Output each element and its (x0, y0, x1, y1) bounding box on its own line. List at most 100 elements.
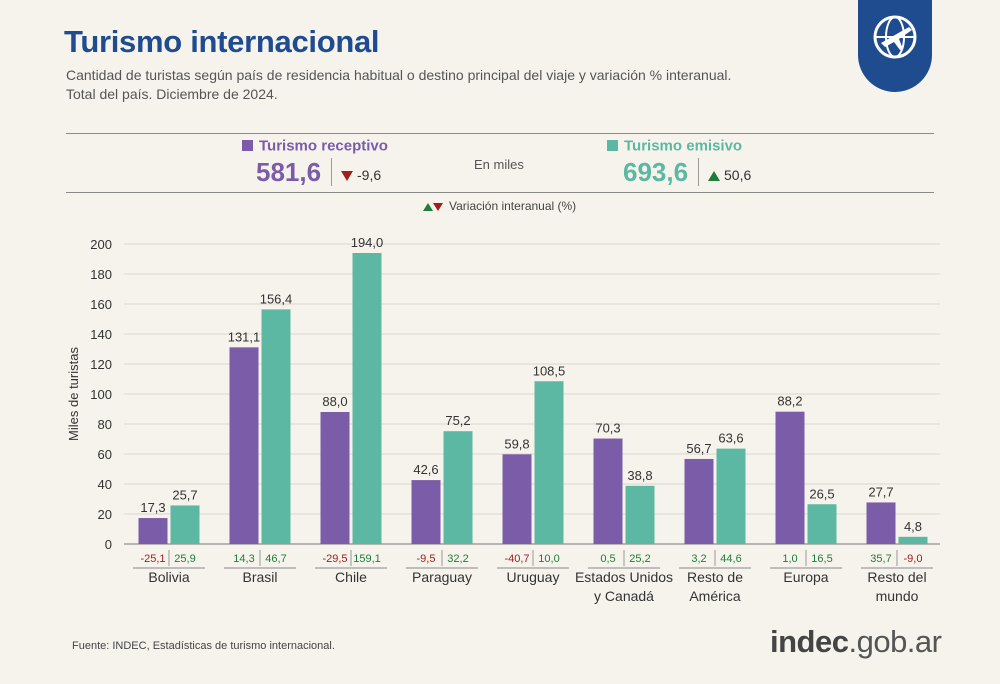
data-label: 88,2 (777, 394, 802, 409)
variation-label: 3,2 (691, 553, 706, 565)
bar (229, 347, 259, 544)
y-tick-label: 200 (90, 237, 112, 252)
variation-legend: Variación interanual (%) (423, 199, 576, 213)
source-note: Fuente: INDEC, Estadísticas de turismo i… (72, 640, 335, 652)
variation-label: -25,1 (140, 553, 165, 565)
logo-prefix: indec (770, 624, 849, 659)
y-tick-label: 100 (90, 387, 112, 402)
variation-label: -29,5 (322, 553, 347, 565)
y-tick-label: 120 (90, 357, 112, 372)
y-tick-label: 180 (90, 267, 112, 282)
subtitle-line-2: Total del país. Diciembre de 2024. (66, 86, 278, 102)
variation-label: -9,5 (417, 553, 436, 565)
unit-note: En miles (474, 157, 524, 172)
receptivo-separator (331, 158, 332, 186)
data-label: 38,8 (627, 468, 652, 483)
category-label: Uruguay (507, 569, 560, 585)
variation-label: 25,9 (174, 553, 195, 565)
bar (898, 536, 928, 544)
variation-label: 32,2 (447, 553, 468, 565)
variation-label: 35,7 (870, 553, 891, 565)
data-label: 59,8 (504, 436, 529, 451)
bar (716, 448, 746, 544)
y-tick-label: 0 (105, 537, 112, 552)
emisivo-variation-value: 50,6 (724, 167, 752, 183)
data-label: 108,5 (533, 363, 566, 378)
bar (625, 485, 655, 544)
receptivo-swatch (242, 140, 253, 152)
data-label: 88,0 (322, 394, 347, 409)
y-axis-label: Miles de turistas (66, 347, 81, 441)
page-title: Turismo internacional (64, 24, 380, 59)
variation-label: 10,0 (538, 553, 559, 565)
data-label: 42,6 (413, 462, 438, 477)
y-tick-label: 60 (98, 447, 112, 462)
down-triangle-icon (341, 171, 353, 182)
category-label: y Canadá (594, 588, 654, 604)
data-label: 26,5 (809, 486, 834, 501)
bar (352, 253, 382, 544)
category-label: Chile (335, 569, 367, 585)
variation-label: 16,5 (811, 553, 832, 565)
category-label: Resto de (687, 569, 743, 585)
data-label: 194,0 (351, 235, 384, 250)
bar (443, 431, 473, 544)
logo-suffix: .gob.ar (848, 624, 942, 659)
variation-label: 0,5 (600, 553, 615, 565)
y-tick-label: 140 (90, 327, 112, 342)
variation-label: -40,7 (504, 553, 529, 565)
data-label: 25,7 (172, 487, 197, 502)
bar (320, 412, 350, 544)
data-label: 70,3 (595, 421, 620, 436)
category-label: Europa (783, 569, 828, 585)
emisivo-separator (698, 158, 699, 186)
down-triangle-icon (433, 202, 443, 211)
data-label: 63,6 (718, 431, 743, 446)
globe-airplane-icon (858, 0, 932, 92)
bar (534, 381, 564, 544)
variation-label: 46,7 (265, 553, 286, 565)
divider-top (66, 133, 934, 134)
bar (866, 502, 896, 544)
bar (170, 505, 200, 544)
emisivo-variation: 50,6 (708, 167, 751, 183)
bar (502, 454, 532, 544)
variation-label: 14,3 (233, 553, 254, 565)
y-tick-label: 160 (90, 297, 112, 312)
bar (411, 480, 441, 544)
divider-bottom (66, 192, 934, 193)
legend-receptivo: Turismo receptivo (242, 137, 388, 155)
category-label: Brasil (242, 569, 277, 585)
category-label: Resto del (867, 569, 926, 585)
variation-label: 159,1 (353, 553, 381, 565)
variation-label: 1,0 (782, 553, 797, 565)
receptivo-variation-value: -9,6 (357, 167, 382, 183)
data-label: 56,7 (686, 441, 711, 456)
data-label: 156,4 (260, 291, 293, 306)
up-triangle-icon (708, 171, 720, 182)
legend-emisivo: Turismo emisivo (607, 137, 742, 155)
up-triangle-icon (423, 202, 433, 211)
variation-label: -9,0 (904, 553, 923, 565)
y-tick-label: 20 (98, 507, 112, 522)
y-tick-label: 40 (98, 477, 112, 492)
receptivo-total: 581,6 (256, 157, 322, 187)
category-label: América (689, 588, 741, 604)
emisivo-swatch (607, 140, 618, 152)
bar (775, 411, 805, 544)
data-label: 27,7 (868, 484, 893, 499)
emisivo-label: Turismo emisivo (624, 137, 743, 155)
data-label: 4,8 (904, 519, 922, 534)
variation-label: 44,6 (720, 553, 741, 565)
receptivo-variation: -9,6 (341, 167, 381, 183)
receptivo-label: Turismo receptivo (259, 137, 388, 155)
category-label: Estados Unidos (575, 569, 673, 585)
emisivo-total: 693,6 (623, 157, 689, 187)
variation-label: 25,2 (629, 553, 650, 565)
variation-legend-label: Variación interanual (%) (449, 199, 577, 213)
bar (138, 518, 168, 544)
subtitle-line-1: Cantidad de turistas según país de resid… (66, 67, 732, 83)
data-label: 75,2 (445, 413, 470, 428)
y-tick-label: 80 (98, 417, 112, 432)
